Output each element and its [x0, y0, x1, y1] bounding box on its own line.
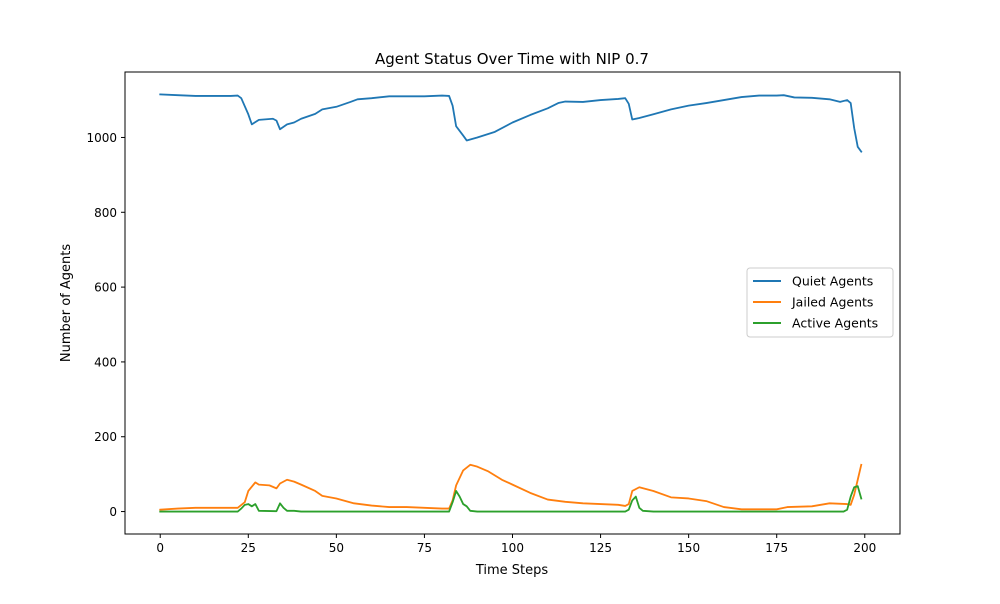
y-tick-label: 400: [94, 355, 117, 369]
legend-label-quiet-agents: Quiet Agents: [792, 274, 873, 289]
y-axis-ticks: 0 200 400 600 800 1000: [86, 131, 125, 519]
chart-title: Agent Status Over Time with NIP 0.7: [375, 50, 649, 68]
y-tick-label: 0: [109, 505, 117, 519]
series-layer: [159, 93, 863, 513]
x-tick-label: 150: [677, 541, 700, 555]
y-axis-label: Number of Agents: [59, 244, 74, 362]
legend: Quiet Agents Jailed Agents Active Agents: [746, 267, 894, 338]
y-tick-label: 1000: [86, 131, 117, 145]
legend-label-jailed-agents: Jailed Agents: [791, 295, 873, 310]
x-tick-label: 50: [329, 541, 344, 555]
y-tick-label: 600: [94, 281, 117, 295]
x-tick-label: 75: [417, 541, 432, 555]
x-tick-label: 100: [501, 541, 524, 555]
x-axis-ticks: 0 25 50 75 100 125 150 175 200: [156, 534, 876, 555]
y-tick-label: 200: [94, 430, 117, 444]
legend-label-active-agents: Active Agents: [792, 316, 878, 331]
x-tick-label: 200: [853, 541, 876, 555]
x-axis-label: Time Steps: [475, 563, 549, 578]
x-tick-label: 0: [156, 541, 164, 555]
legend-frame: [746, 267, 894, 338]
y-tick-label: 800: [94, 206, 117, 220]
series-line-quiet-agents: [159, 93, 863, 153]
x-tick-label: 175: [765, 541, 788, 555]
x-tick-label: 25: [241, 541, 256, 555]
series-line-jailed-agents: [159, 463, 863, 511]
x-tick-label: 125: [589, 541, 612, 555]
series-line-active-agents: [159, 485, 863, 513]
